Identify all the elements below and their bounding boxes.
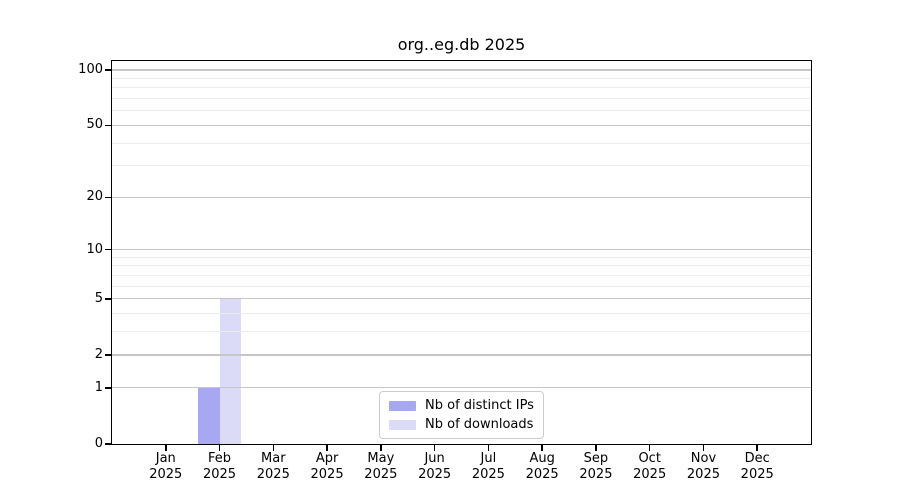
x-tick-month: Jan: [155, 451, 176, 466]
x-tick-mark: [380, 445, 382, 451]
gridline-major: [112, 124, 811, 127]
gridline-minor: [112, 165, 811, 167]
x-tick-year: 2025: [418, 466, 452, 482]
gridline-minor: [112, 313, 811, 315]
x-tick-label-oct: Oct 2025: [615, 451, 685, 482]
x-tick-mark: [756, 445, 758, 451]
x-tick-label-jun: Jun 2025: [400, 451, 470, 482]
x-tick-month: Feb: [208, 451, 232, 466]
x-tick-month: Nov: [690, 451, 717, 466]
y-tick-label: 50: [86, 117, 103, 133]
x-tick-label-feb: Feb 2025: [185, 451, 255, 482]
x-tick-mark: [433, 445, 436, 451]
chart-title: org..eg.db 2025: [397, 35, 526, 54]
x-tick-mark: [165, 445, 167, 451]
y-tick-mark: [105, 248, 112, 251]
legend-label-distinct-ips: Nb of distinct IPs: [425, 398, 534, 413]
gridline-minor: [112, 87, 811, 89]
y-tick-mark: [105, 443, 112, 445]
y-tick-label: 2: [94, 346, 103, 362]
gridline-minor: [112, 285, 811, 287]
x-tick-year: 2025: [686, 466, 720, 482]
y-tick-label: 0: [94, 436, 103, 451]
gridline-minor: [112, 78, 811, 80]
x-tick-month: Mar: [261, 451, 286, 466]
x-tick-label-jan: Jan 2025: [131, 451, 201, 482]
plot-area: [112, 61, 811, 444]
x-tick-label-may: May 2025: [346, 451, 416, 482]
gridline-major: [112, 249, 811, 251]
x-tick-month: Jun: [424, 451, 445, 466]
gridline-minor: [112, 265, 811, 267]
legend-item-downloads: Nb of downloads: [389, 417, 534, 432]
x-tick-year: 2025: [149, 466, 183, 482]
y-tick-label: 100: [78, 62, 103, 78]
x-tick-mark: [595, 445, 597, 451]
legend-label-downloads: Nb of downloads: [425, 417, 534, 432]
gridline-minor: [112, 256, 811, 258]
x-tick-mark: [326, 445, 328, 451]
legend-swatch-downloads: [389, 419, 416, 430]
y-tick-mark: [105, 298, 112, 300]
gridline-major: [112, 69, 811, 71]
gridline-minor: [112, 142, 811, 144]
gridline-minor: [112, 275, 811, 277]
x-tick-month: Dec: [744, 451, 770, 466]
x-tick-label-dec: Dec 2025: [722, 451, 792, 482]
bar-downloads-feb: [219, 298, 242, 444]
x-tick-year: 2025: [633, 466, 667, 482]
x-tick-mark: [487, 445, 490, 451]
gridline-minor: [112, 98, 811, 100]
x-tick-year: 2025: [202, 466, 237, 482]
gridline-major: [112, 387, 811, 389]
gridline-major: [112, 298, 811, 300]
x-tick-year: 2025: [310, 466, 344, 482]
y-tick-mark: [105, 69, 112, 71]
bar-distinct-ips-feb: [197, 387, 220, 444]
y-tick-label: 10: [86, 241, 103, 257]
legend-swatch-distinct-ips: [389, 400, 416, 411]
x-tick-month: May: [367, 451, 395, 466]
y-tick-mark: [105, 124, 112, 127]
y-tick-label: 5: [94, 290, 103, 306]
gridline-minor: [112, 110, 811, 112]
x-tick-label-jul: Jul 2025: [453, 451, 523, 482]
legend: Nb of distinct IPs Nb of downloads: [379, 391, 544, 439]
bars-layer: [112, 61, 811, 444]
x-tick-month: Apr: [315, 451, 339, 466]
x-tick-year: 2025: [525, 466, 559, 482]
x-tick-month: Oct: [638, 451, 661, 466]
x-tick-label-sep: Sep 2025: [561, 451, 631, 482]
x-tick-mark: [702, 445, 705, 451]
gridline-major: [112, 196, 811, 198]
y-tick-label: 1: [94, 379, 103, 395]
gridline-minor: [112, 331, 811, 333]
x-tick-year: 2025: [740, 466, 774, 482]
legend-item-distinct-ips: Nb of distinct IPs: [389, 398, 534, 413]
x-tick-month: Aug: [529, 451, 555, 466]
x-tick-year: 2025: [256, 466, 290, 482]
x-tick-mark: [648, 445, 651, 451]
x-tick-mark: [272, 445, 275, 451]
x-tick-year: 2025: [471, 466, 505, 482]
y-tick-label: 20: [86, 189, 103, 205]
x-tick-mark: [541, 445, 543, 451]
gridline-major: [112, 354, 811, 356]
x-tick-label-mar: Mar 2025: [238, 451, 308, 482]
y-tick-mark: [105, 354, 112, 356]
y-tick-mark: [105, 387, 112, 389]
x-tick-year: 2025: [579, 466, 613, 482]
gridlines-layer: [112, 61, 811, 444]
x-tick-mark: [218, 445, 221, 451]
y-tick-mark: [105, 196, 112, 199]
x-tick-month: Jul: [480, 451, 497, 466]
x-tick-label-nov: Nov 2025: [668, 451, 738, 482]
x-tick-month: Sep: [583, 451, 609, 466]
x-tick-label-apr: Apr 2025: [292, 451, 362, 482]
x-tick-label-aug: Aug 2025: [507, 451, 577, 482]
x-tick-year: 2025: [364, 466, 398, 482]
